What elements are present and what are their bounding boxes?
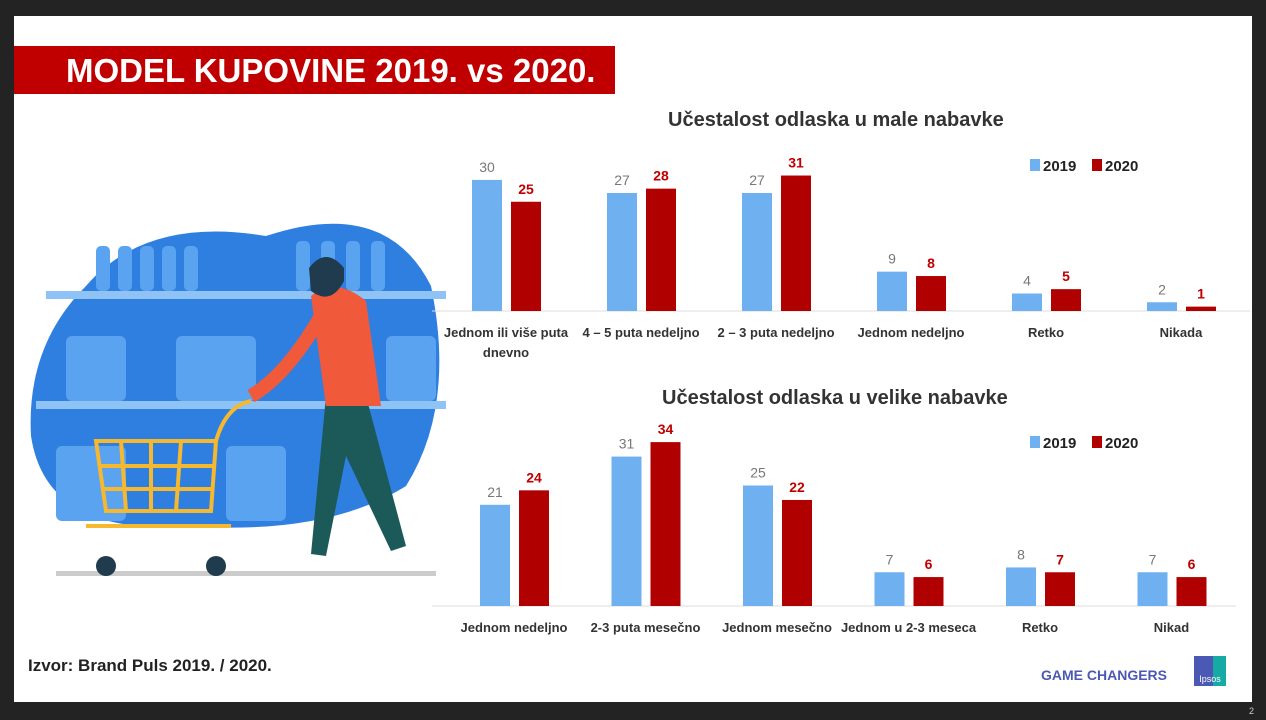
- bar-2020: [646, 188, 676, 311]
- category-label: Nikada: [1160, 325, 1203, 340]
- legend-label-2019: 2019: [1043, 435, 1076, 452]
- source-note: Izvor: Brand Puls 2019. / 2020.: [28, 656, 272, 675]
- category-label: Jednom nedeljno: [858, 325, 965, 340]
- data-label-2019: 8: [1017, 546, 1025, 562]
- bar-2019: [1137, 572, 1168, 606]
- data-label-2020: 34: [658, 421, 674, 437]
- data-label-2020: 24: [526, 469, 542, 485]
- data-label-2020: 25: [518, 181, 534, 197]
- bar-2019: [480, 504, 510, 606]
- data-label-2020: 5: [1062, 268, 1070, 284]
- data-label-2019: 27: [614, 172, 630, 188]
- legend-swatch-2020: [1092, 159, 1102, 171]
- category-label: dnevno: [483, 345, 529, 360]
- data-label-2020: 31: [788, 155, 804, 171]
- data-label-2020: 28: [653, 168, 669, 184]
- chart1-title: Učestalost odlaska u male nabavke: [668, 109, 1004, 131]
- bar-2019: [1012, 293, 1042, 311]
- bar-2020: [511, 201, 541, 311]
- data-label-2020: 22: [789, 479, 805, 495]
- slide-title: MODEL KUPOVINE 2019. vs 2020.: [66, 52, 596, 89]
- category-label: 2-3 puta mesečno: [591, 620, 701, 635]
- data-label-2020: 1: [1197, 286, 1205, 302]
- data-label-2019: 4: [1023, 273, 1031, 289]
- legend-swatch-2020: [1092, 436, 1102, 448]
- title-banner: MODEL KUPOVINE 2019. vs 2020.: [14, 46, 615, 94]
- category-label: Jednom mesečno: [722, 620, 832, 635]
- bar-2019: [874, 572, 905, 606]
- bar-2019: [877, 271, 907, 311]
- data-label-2020: 8: [927, 255, 935, 271]
- footer-brand: GAME CHANGERS: [1041, 667, 1168, 683]
- data-label-2020: 6: [1188, 556, 1196, 572]
- bar-2019: [607, 193, 637, 311]
- category-label: Jednom nedeljno: [461, 620, 568, 635]
- bar-2019: [611, 456, 642, 606]
- legend-swatch-2019: [1030, 436, 1040, 448]
- bar-2020: [782, 499, 812, 606]
- category-label: 4 – 5 puta nedeljno: [582, 325, 699, 340]
- data-label-2020: 6: [925, 556, 933, 572]
- legend-label-2020: 2020: [1105, 158, 1138, 175]
- bar-2020: [519, 490, 549, 606]
- data-label-2019: 25: [750, 465, 766, 481]
- ipsos-logo: Ipsos: [1194, 656, 1226, 686]
- bar-2019: [1006, 567, 1036, 606]
- chart2-title: Učestalost odlaska u velike nabavke: [662, 387, 1008, 409]
- bar-2020: [781, 175, 811, 311]
- bar-2020: [916, 276, 946, 311]
- data-label-2019: 21: [487, 484, 503, 500]
- bar-2020: [1186, 306, 1216, 311]
- category-label: Retko: [1028, 325, 1064, 340]
- bar-2019: [743, 485, 773, 606]
- category-label: Nikad: [1154, 620, 1189, 635]
- bar-2020: [650, 442, 681, 606]
- category-label: Jednom ili više puta: [444, 325, 569, 340]
- bar-2019: [742, 193, 772, 311]
- data-label-2019: 31: [619, 436, 635, 452]
- data-label-2019: 9: [888, 251, 896, 267]
- bar-2020: [1176, 577, 1207, 606]
- bar-2019: [1147, 302, 1177, 311]
- category-label: Retko: [1022, 620, 1058, 635]
- data-label-2020: 7: [1056, 551, 1064, 567]
- data-label-2019: 30: [479, 159, 495, 175]
- bar-2019: [472, 179, 502, 311]
- data-label-2019: 7: [1149, 551, 1157, 567]
- category-label: 2 – 3 puta nedeljno: [717, 325, 834, 340]
- legend-swatch-2019: [1030, 159, 1040, 171]
- page-number: 2: [1248, 706, 1254, 716]
- data-label-2019: 7: [886, 551, 894, 567]
- legend-label-2019: 2019: [1043, 158, 1076, 175]
- category-label: Jednom u 2-3 meseca: [841, 620, 977, 635]
- shopping-illustration: [30, 223, 446, 576]
- bar-2020: [1051, 289, 1081, 311]
- data-label-2019: 2: [1158, 281, 1166, 297]
- data-label-2019: 27: [749, 172, 765, 188]
- legend-label-2020: 2020: [1105, 435, 1138, 452]
- bar-2020: [1045, 572, 1075, 606]
- bar-2020: [913, 577, 944, 606]
